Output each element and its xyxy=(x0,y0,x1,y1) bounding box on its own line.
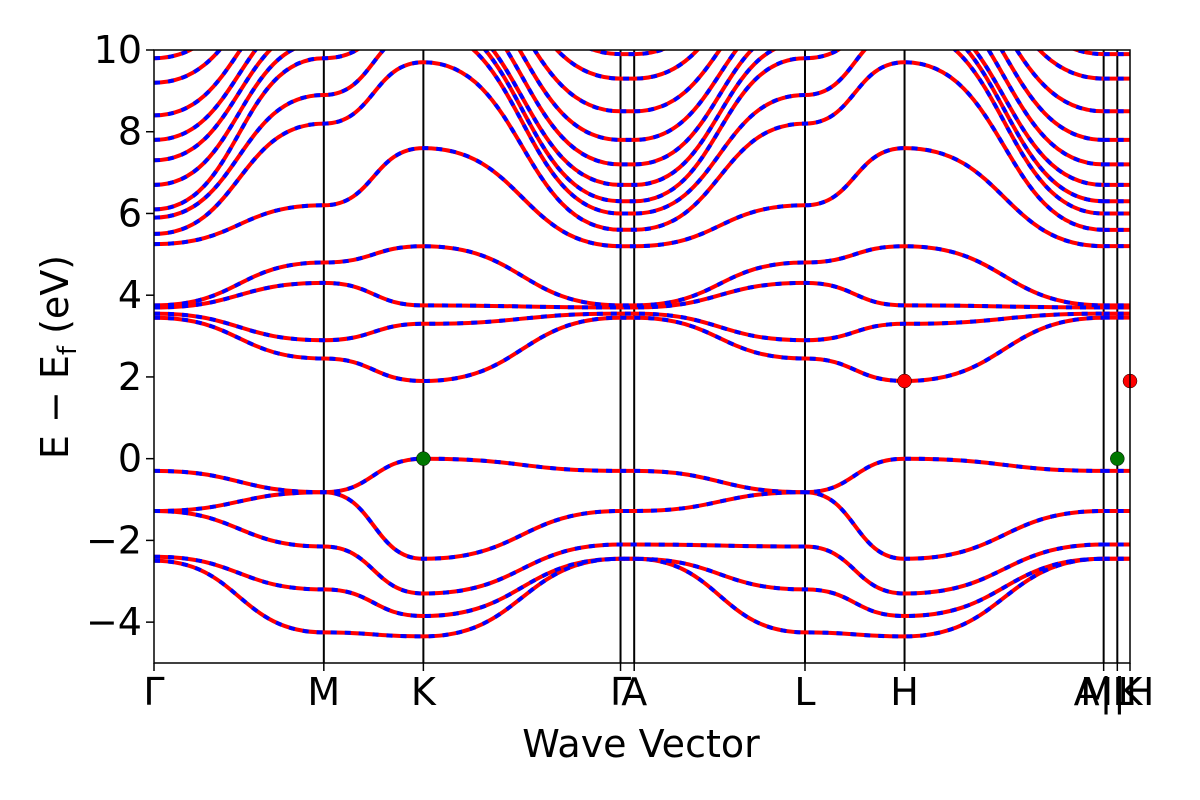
x-tick-label: K xyxy=(1118,670,1144,714)
y-tick-label: 8 xyxy=(118,110,142,154)
y-tick-label: −4 xyxy=(86,600,142,644)
band-line xyxy=(154,50,1104,220)
band-line xyxy=(154,146,1104,249)
band-line xyxy=(154,50,1104,212)
band-edge-markers xyxy=(416,373,1138,466)
y-tick-label: −2 xyxy=(86,518,142,562)
x-tick-label: K xyxy=(411,670,437,714)
band-line xyxy=(154,50,1104,61)
x-tick-label: H xyxy=(890,670,919,714)
band-line xyxy=(154,50,1104,118)
band-line xyxy=(154,554,1104,619)
x-axis-ticks: Γ M K ΓA L H A|LM|HK xyxy=(143,663,1154,715)
y-axis-ticks: −4 −2 0 2 4 6 8 10 xyxy=(86,28,154,644)
band-line xyxy=(154,50,1104,187)
x-tick-label: Γ xyxy=(143,670,164,714)
valence-band-maximum-marker xyxy=(1110,451,1125,466)
high-symmetry-lines xyxy=(322,50,1119,663)
band-line xyxy=(154,509,1104,596)
x-axis-title: Wave Vector xyxy=(522,722,760,766)
y-axis-title-unit: (eV) xyxy=(33,255,77,346)
band-curves xyxy=(154,50,1130,639)
x-tick-label: M xyxy=(307,670,340,714)
band-line xyxy=(154,244,1104,308)
valence-band-maximum-marker xyxy=(416,451,431,466)
band-line xyxy=(154,280,1104,310)
band-line xyxy=(154,50,1104,167)
y-tick-label: 6 xyxy=(118,191,142,235)
x-tick-label: A|L xyxy=(1074,670,1134,715)
y-tick-label: 10 xyxy=(94,28,142,72)
y-tick-label: 0 xyxy=(118,437,142,481)
y-axis-title-main: E − E xyxy=(33,355,77,459)
y-axis-title-sub: f xyxy=(53,345,83,355)
y-axis-title: E − Ef (eV) xyxy=(33,255,83,459)
x-tick-label: L xyxy=(794,670,815,714)
band-line xyxy=(154,311,1104,343)
band-line xyxy=(154,490,1104,561)
y-tick-label: 2 xyxy=(118,355,142,399)
y-tick-label: 4 xyxy=(118,273,142,317)
plot-frame xyxy=(153,49,1131,664)
band-line xyxy=(154,50,1104,142)
band-line xyxy=(154,50,1104,85)
x-tick-label: A xyxy=(621,670,647,714)
x-tick-label: M|H xyxy=(1080,670,1154,715)
x-tick-label: Γ xyxy=(610,670,631,714)
conduction-band-minimum-marker xyxy=(897,373,912,389)
band-line xyxy=(154,60,1104,236)
